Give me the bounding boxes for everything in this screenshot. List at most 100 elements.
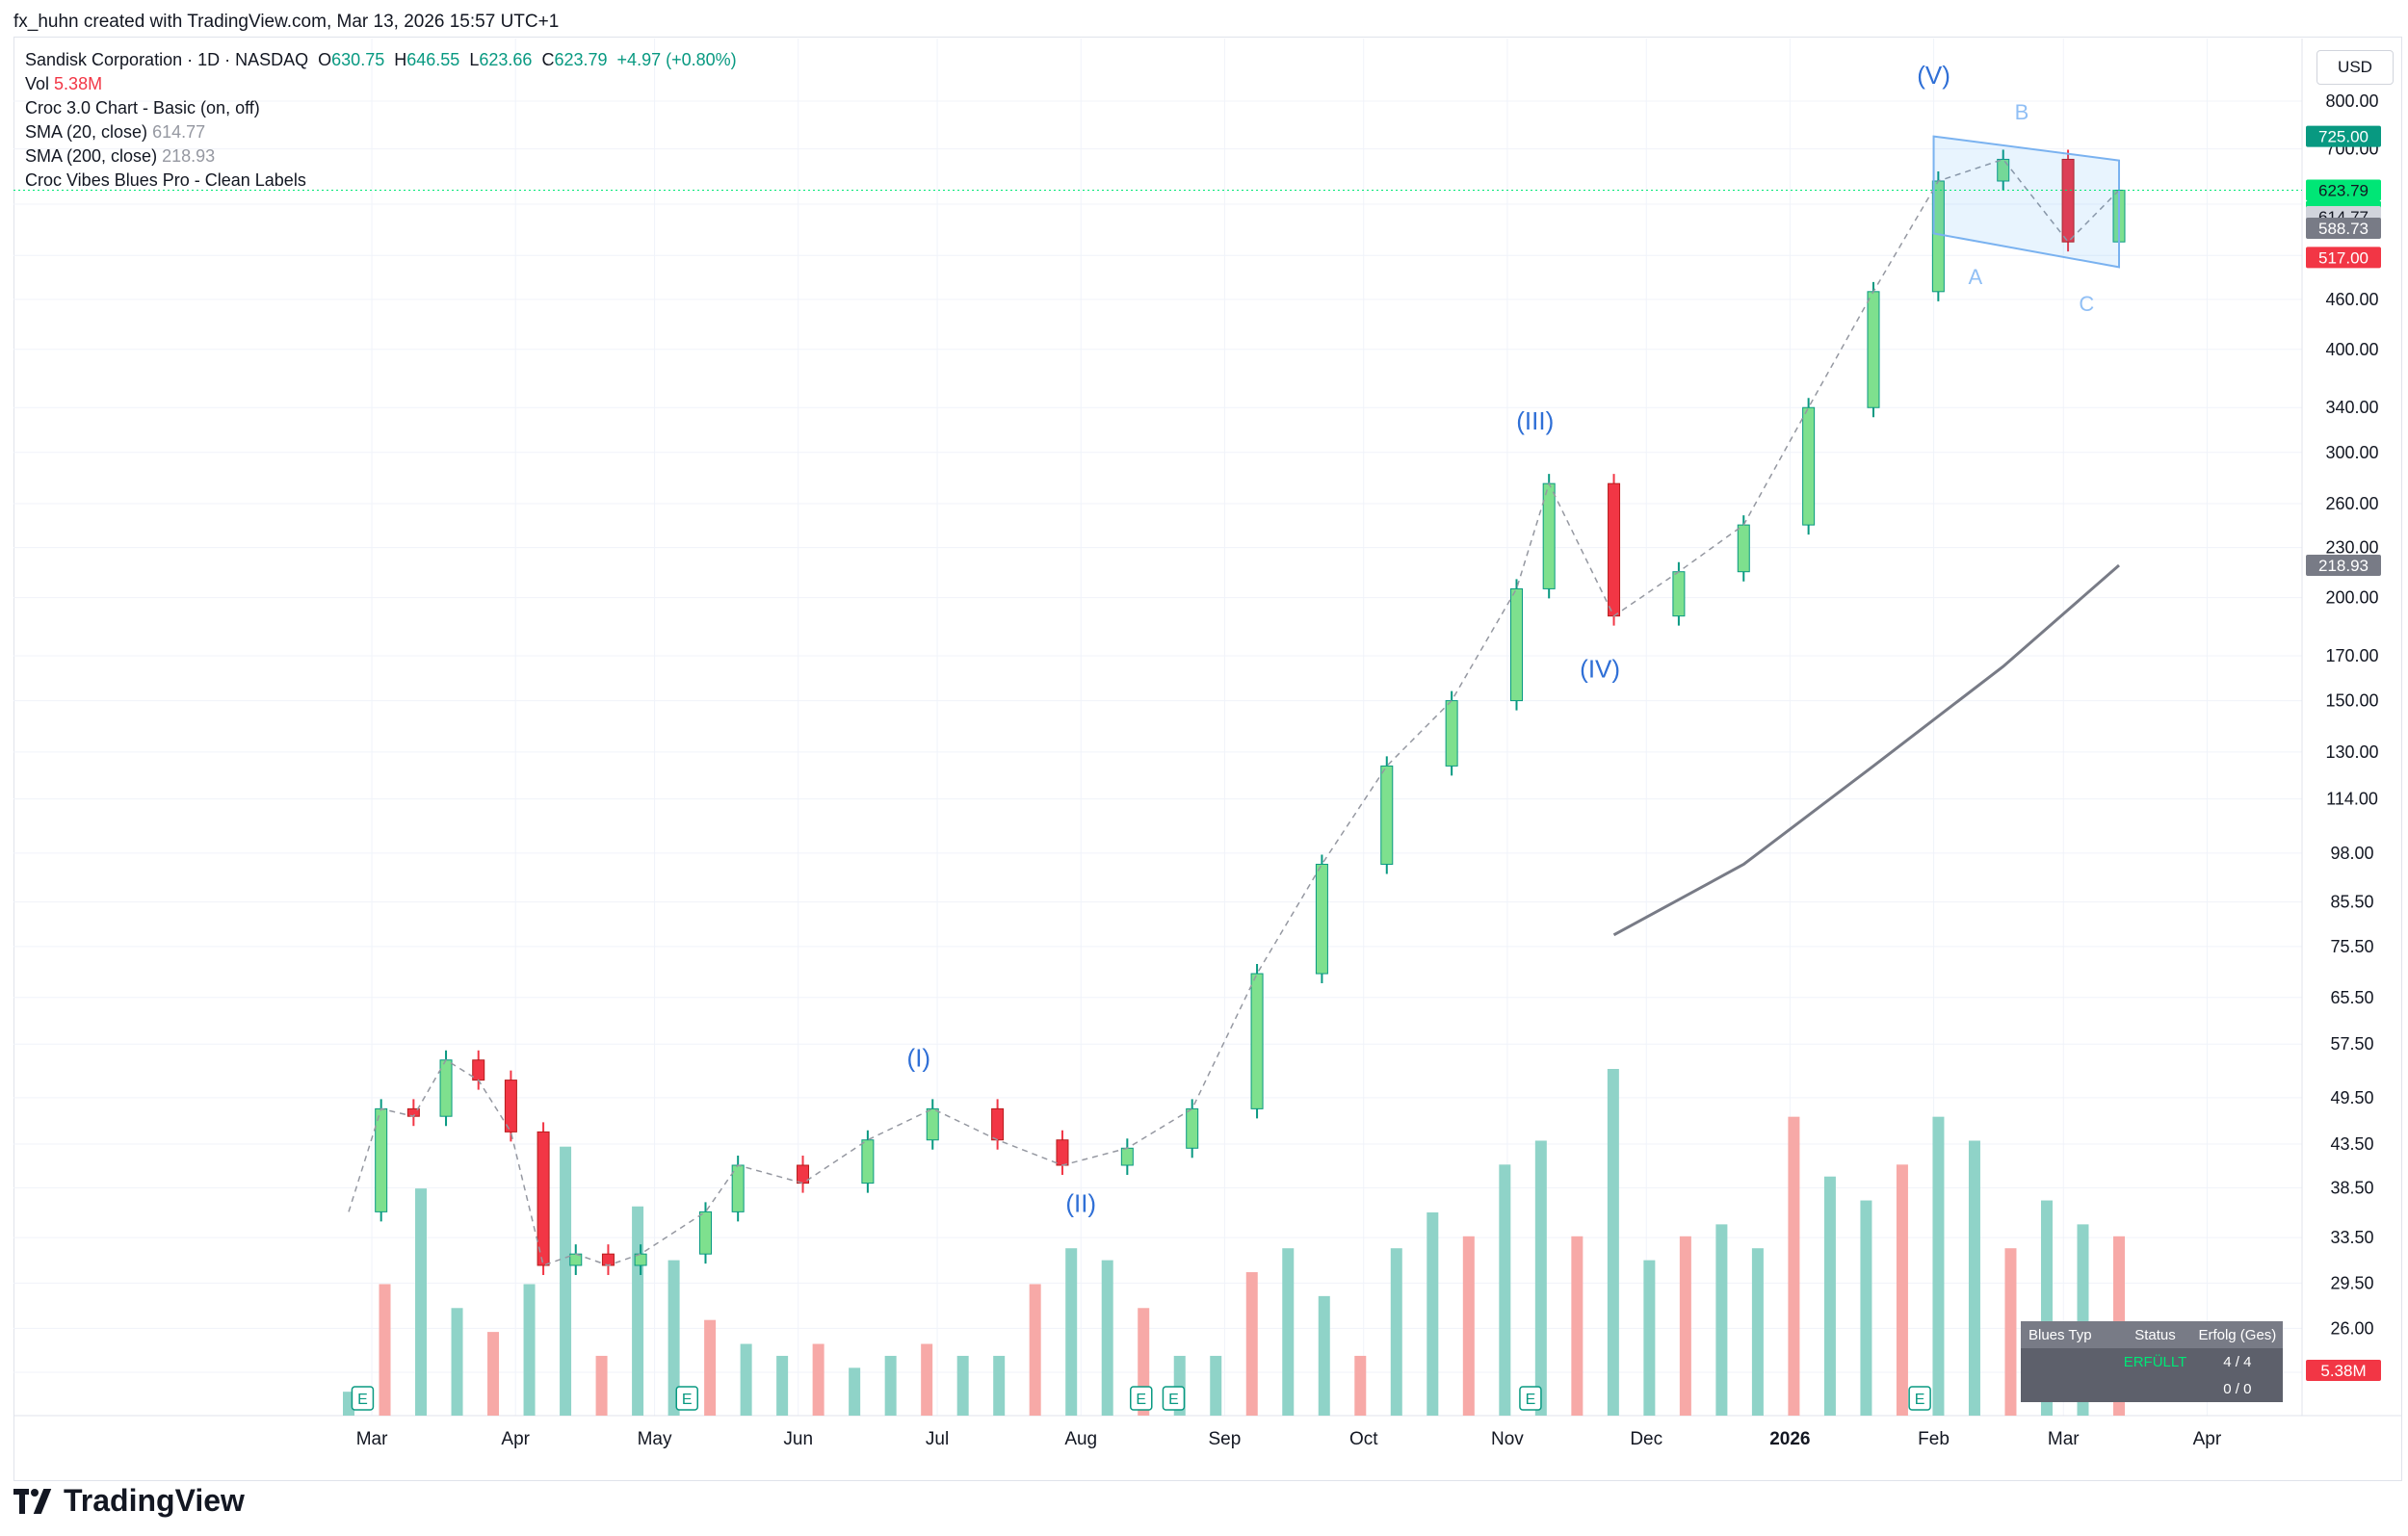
volume-bar bbox=[1679, 1236, 1691, 1416]
tradingview-logo[interactable]: TradingView bbox=[13, 1483, 245, 1519]
volume-bar bbox=[1643, 1260, 1656, 1416]
indicator-croc-vibes[interactable]: Croc Vibes Blues Pro - Clean Labels bbox=[25, 170, 306, 190]
y-tick-label: 65.50 bbox=[2330, 988, 2373, 1007]
candle-body bbox=[1608, 482, 1621, 617]
chart-legend: Sandisk Corporation · 1D · NASDAQ O630.7… bbox=[25, 48, 737, 193]
candle-body bbox=[1672, 571, 1686, 617]
y-tick-label: 200.00 bbox=[2325, 588, 2378, 608]
y-tick-label: 75.50 bbox=[2330, 937, 2373, 956]
volume-value: 5.38M bbox=[54, 74, 103, 93]
candle-body bbox=[1997, 158, 2010, 182]
volume-bar bbox=[993, 1355, 1006, 1416]
x-tick-label: Feb bbox=[1918, 1429, 1950, 1449]
candle-body bbox=[2061, 158, 2075, 243]
candle-body bbox=[991, 1107, 1005, 1141]
volume-bar bbox=[1823, 1176, 1836, 1416]
candle-body bbox=[601, 1253, 615, 1266]
volume-bar bbox=[849, 1367, 861, 1416]
y-tick-label: 260.00 bbox=[2325, 494, 2378, 513]
sma20-line bbox=[348, 158, 2120, 1266]
volume-bar bbox=[1751, 1248, 1764, 1416]
earnings-marker-box bbox=[1908, 1386, 1931, 1411]
close-value: 623.79 bbox=[554, 50, 608, 69]
candle-body bbox=[375, 1107, 388, 1212]
candle-body bbox=[861, 1139, 875, 1185]
y-tick-label: 26.00 bbox=[2330, 1318, 2373, 1338]
volume-bar bbox=[704, 1319, 717, 1416]
volume-bar bbox=[1245, 1272, 1258, 1416]
volume-bar bbox=[812, 1343, 824, 1416]
candle-body bbox=[1120, 1147, 1134, 1166]
currency-button[interactable]: USD bbox=[2316, 50, 2394, 85]
sma20-label: SMA (20, close) bbox=[25, 122, 148, 142]
volume-bar bbox=[1607, 1069, 1619, 1416]
candle-body bbox=[1186, 1107, 1199, 1149]
x-tick-label: May bbox=[638, 1429, 672, 1449]
volume-bar bbox=[1282, 1248, 1295, 1416]
earnings-marker: E bbox=[1130, 1386, 1153, 1411]
blues-header-success: Erfolg (Ges) bbox=[2198, 1326, 2277, 1343]
earnings-marker-box bbox=[1162, 1386, 1186, 1411]
y-tick-label: 49.50 bbox=[2330, 1088, 2373, 1107]
volume-label: Vol bbox=[25, 74, 50, 93]
chart-frame bbox=[13, 37, 2402, 1481]
candle-body bbox=[1510, 587, 1524, 702]
blues-table: Blues Typ Status Erfolg (Ges) ERFÜLLT 4 … bbox=[2021, 1321, 2283, 1402]
candle-body bbox=[537, 1131, 550, 1266]
x-tick-label: Dec bbox=[1630, 1429, 1662, 1449]
volume-bar bbox=[2004, 1248, 2017, 1416]
volume-bar bbox=[1390, 1248, 1402, 1416]
x-tick-label: Mar bbox=[356, 1429, 388, 1449]
earnings-marker-label: E bbox=[1136, 1392, 1146, 1408]
blues-header-type: Blues Typ bbox=[2028, 1326, 2092, 1343]
x-tick-label: 2026 bbox=[1769, 1429, 1810, 1449]
volume-bar bbox=[1210, 1355, 1222, 1416]
y-tick-label: 800.00 bbox=[2325, 91, 2378, 111]
blues-table-header: Blues Typ Status Erfolg (Ges) bbox=[2021, 1321, 2283, 1348]
x-tick-label: Apr bbox=[501, 1429, 530, 1449]
price-badge bbox=[2306, 218, 2381, 240]
indicator-sma200[interactable]: SMA (200, close) 218.93 bbox=[25, 144, 737, 169]
y-tick-label: 300.00 bbox=[2325, 443, 2378, 462]
x-tick-label: Aug bbox=[1064, 1429, 1097, 1449]
symbol-row[interactable]: Sandisk Corporation · 1D · NASDAQ O630.7… bbox=[25, 48, 737, 72]
x-tick-label: Sep bbox=[1208, 1429, 1241, 1449]
indicator-sma20[interactable]: SMA (20, close) 614.77 bbox=[25, 120, 737, 144]
volume-bar bbox=[1571, 1236, 1584, 1416]
volume-bar bbox=[379, 1284, 391, 1416]
candle-body bbox=[926, 1107, 939, 1141]
tradingview-logo-icon bbox=[13, 1488, 54, 1514]
y-tick-label: 340.00 bbox=[2325, 398, 2378, 417]
sma200-line bbox=[1612, 563, 2120, 937]
x-tick-label: Apr bbox=[2193, 1429, 2222, 1449]
earnings-marker: E bbox=[1162, 1386, 1186, 1411]
low-label: L bbox=[469, 50, 480, 69]
sma20-value: 614.77 bbox=[152, 122, 206, 142]
wave-label: (I) bbox=[907, 1044, 931, 1073]
indicator-croc-chart[interactable]: Croc 3.0 Chart - Basic (on, off) bbox=[25, 98, 260, 117]
price-badge-label: 517.00 bbox=[2318, 248, 2369, 267]
volume-row[interactable]: Vol 5.38M bbox=[25, 72, 737, 96]
volume-bar bbox=[595, 1355, 608, 1416]
y-tick-label: 130.00 bbox=[2325, 742, 2378, 762]
earnings-marker: E bbox=[1908, 1386, 1931, 1411]
price-badge-label: 623.79 bbox=[2318, 182, 2369, 200]
candle-body bbox=[439, 1059, 453, 1117]
price-badge bbox=[2306, 179, 2381, 201]
volume-bar bbox=[1860, 1200, 1872, 1416]
y-tick-label: 38.50 bbox=[2330, 1178, 2373, 1197]
blues-row1-success: 4 / 4 bbox=[2223, 1353, 2252, 1370]
y-tick-label: 114.00 bbox=[2326, 790, 2378, 809]
blues-header-status: Status bbox=[2134, 1326, 2176, 1343]
symbol-title[interactable]: Sandisk Corporation · 1D · NASDAQ bbox=[25, 50, 309, 69]
high-value: 646.55 bbox=[406, 50, 460, 69]
candle-body bbox=[1737, 524, 1750, 573]
blues-row2-success: 0 / 0 bbox=[2223, 1380, 2252, 1397]
x-tick-label: Jun bbox=[783, 1429, 813, 1449]
candle-body bbox=[1056, 1139, 1069, 1166]
earnings-marker-label: E bbox=[682, 1392, 693, 1408]
volume-bar bbox=[1318, 1295, 1330, 1416]
x-tick-label: Oct bbox=[1349, 1429, 1378, 1449]
volume-bar bbox=[415, 1188, 428, 1416]
